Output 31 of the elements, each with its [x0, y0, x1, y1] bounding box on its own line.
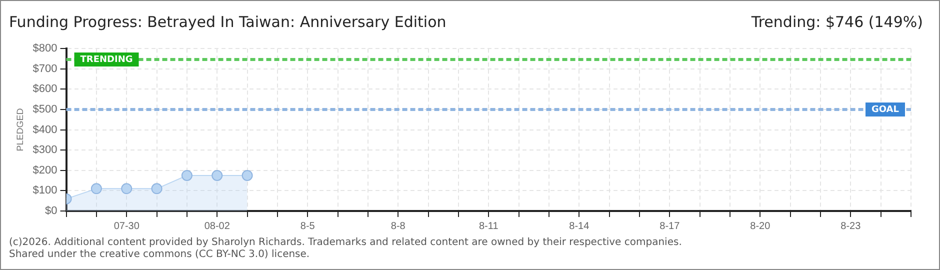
point [181, 170, 192, 181]
x-tick-label: 08-02 [204, 220, 230, 232]
y-tick-label: $600 [32, 83, 58, 96]
y-tick-label: $300 [32, 144, 58, 156]
x-tick-label: 8-14 [569, 220, 590, 232]
point [90, 183, 102, 194]
y-tick-label: $400 [32, 124, 58, 136]
point [242, 170, 253, 181]
x-tick-label: 07-30 [114, 220, 140, 232]
x-tick-label: 8-20 [750, 220, 771, 232]
ref-line-label: GOAL [872, 104, 900, 115]
y-axis-title: PLEDGED [14, 108, 25, 152]
point [121, 183, 132, 194]
chart-title: Funding Progress: Betrayed In Taiwan: Anniversary Edition [9, 13, 446, 31]
y-tick-label: $200 [32, 164, 58, 176]
x-tick-label: 8-8 [390, 220, 406, 232]
x-tick-label: 8-11 [478, 220, 499, 232]
y-tick-label: $500 [32, 104, 58, 116]
y-tick-label: $0 [45, 205, 58, 218]
text: Shared under the creative commons (CC BY-NC 3.0) license. [9, 249, 311, 261]
point [151, 183, 162, 194]
ref-line-label: TRENDING [80, 54, 133, 65]
y-tick-label: $100 [32, 184, 58, 197]
text: (c)2026. Additional content provided by Sharolyn Richards. Trademarks and related content are owned by their respective companies. [9, 237, 682, 249]
x-tick-label: 8-17 [660, 220, 680, 232]
x-tick-label: 8-23 [840, 220, 862, 232]
y-tick-label: $700 [32, 62, 58, 75]
text: Trending: $746 (149%) [751, 13, 923, 31]
point [212, 170, 223, 181]
x-tick-label: 8-5 [300, 220, 316, 232]
y-tick-label: $800 [32, 42, 58, 55]
